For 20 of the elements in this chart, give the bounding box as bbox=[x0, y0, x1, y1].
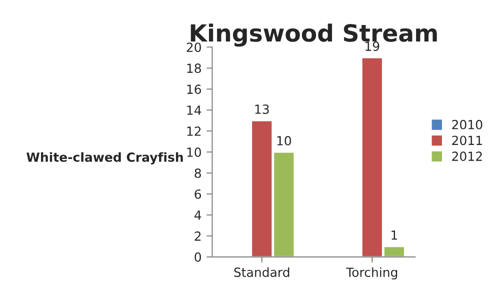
legend-label: 2010 bbox=[452, 120, 482, 130]
x-tick-label: Torching bbox=[346, 267, 398, 280]
y-tick-label: 18 bbox=[187, 64, 201, 74]
y-tick-label: 2 bbox=[194, 231, 201, 241]
y-tick-label: 8 bbox=[194, 168, 201, 178]
y-tick-label: 14 bbox=[187, 106, 202, 115]
y-tick-label: 4 bbox=[194, 210, 202, 220]
data-label: 19 bbox=[366, 42, 380, 52]
y-axis-title: White-clawed Crayfish bbox=[26, 152, 183, 164]
y-tick-label: 10 bbox=[187, 147, 201, 157]
y-tick-label: 0 bbox=[194, 252, 201, 262]
data-label: 10 bbox=[277, 136, 292, 146]
y-tick-label: 16 bbox=[187, 84, 202, 94]
y-tick-label: 6 bbox=[194, 189, 202, 199]
legend-label: 2012 bbox=[452, 152, 482, 161]
y-tick-label: 12 bbox=[187, 126, 201, 136]
x-tick-label: Standard bbox=[234, 267, 290, 278]
legend-label: 2011 bbox=[452, 136, 482, 146]
data-label: 1 bbox=[392, 230, 398, 240]
data-label: 13 bbox=[255, 104, 269, 114]
